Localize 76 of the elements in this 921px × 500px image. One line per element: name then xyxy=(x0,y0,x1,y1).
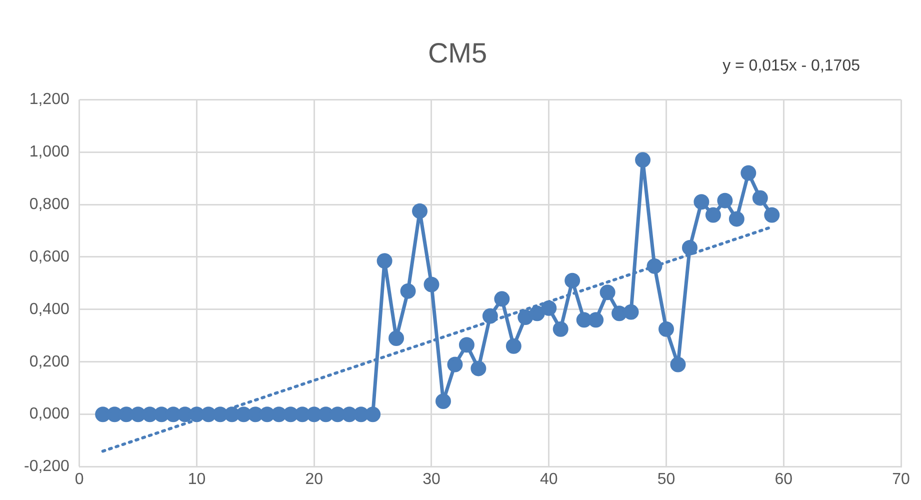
point xyxy=(705,207,721,223)
point xyxy=(118,406,134,422)
point xyxy=(130,406,146,422)
point xyxy=(564,272,580,288)
point xyxy=(330,406,346,422)
point xyxy=(318,406,334,422)
point xyxy=(294,406,310,422)
point xyxy=(435,393,451,409)
point xyxy=(388,330,404,346)
point xyxy=(376,253,392,269)
point xyxy=(177,406,193,422)
point xyxy=(600,284,616,300)
x-tick-label: 20 xyxy=(305,470,324,488)
point xyxy=(470,360,486,376)
point xyxy=(518,310,534,326)
point xyxy=(576,312,592,328)
point xyxy=(106,406,122,422)
y-tick-label: 0,600 xyxy=(29,248,70,266)
point xyxy=(236,406,252,422)
y-tick-label: 0,000 xyxy=(29,406,70,423)
point xyxy=(682,240,698,256)
point xyxy=(740,165,756,181)
point xyxy=(447,356,463,372)
point xyxy=(400,283,416,299)
point xyxy=(166,406,182,422)
x-tick-label: 10 xyxy=(188,470,206,488)
chart-title: CM5 xyxy=(428,38,488,69)
y-tick-label: 1,200 xyxy=(29,91,70,108)
point xyxy=(306,406,322,422)
point xyxy=(212,406,228,422)
point xyxy=(224,406,240,422)
point xyxy=(154,406,170,422)
point xyxy=(412,203,428,219)
point xyxy=(458,337,474,353)
x-tick-label: 30 xyxy=(422,470,440,488)
x-tick-label: 50 xyxy=(657,470,676,488)
point xyxy=(248,406,264,422)
text: y = 0,015x - 0,1705 xyxy=(722,57,860,74)
point xyxy=(694,194,710,210)
y-tick-label: -0,200 xyxy=(24,458,70,476)
point xyxy=(612,306,628,322)
x-tick-label: 0 xyxy=(74,470,84,488)
point xyxy=(365,406,381,422)
point xyxy=(764,207,780,223)
point xyxy=(494,291,510,307)
point xyxy=(482,308,498,324)
point xyxy=(259,406,275,422)
point xyxy=(529,306,545,322)
x-tick-label: 70 xyxy=(892,470,910,488)
point xyxy=(646,258,662,274)
point xyxy=(142,406,158,422)
point xyxy=(635,152,651,168)
point xyxy=(728,211,744,227)
point xyxy=(282,406,298,422)
point xyxy=(353,406,369,422)
point xyxy=(95,406,111,422)
point xyxy=(623,304,639,320)
point xyxy=(658,321,674,337)
point xyxy=(271,406,287,422)
y-tick-label: 0,200 xyxy=(29,353,70,370)
point xyxy=(752,190,768,206)
point xyxy=(200,406,216,422)
y-tick-label: 0,800 xyxy=(29,196,70,213)
y-tick-label: 0,400 xyxy=(29,300,70,318)
point xyxy=(588,312,604,328)
point xyxy=(541,300,557,316)
point xyxy=(506,338,522,354)
point xyxy=(188,406,204,422)
x-tick-label: 40 xyxy=(540,470,558,488)
point xyxy=(342,406,358,422)
point xyxy=(717,192,733,208)
point xyxy=(670,356,686,372)
point xyxy=(552,321,568,337)
x-tick-label: 60 xyxy=(774,470,793,488)
y-tick-label: 1,000 xyxy=(29,143,70,160)
point xyxy=(424,276,440,292)
